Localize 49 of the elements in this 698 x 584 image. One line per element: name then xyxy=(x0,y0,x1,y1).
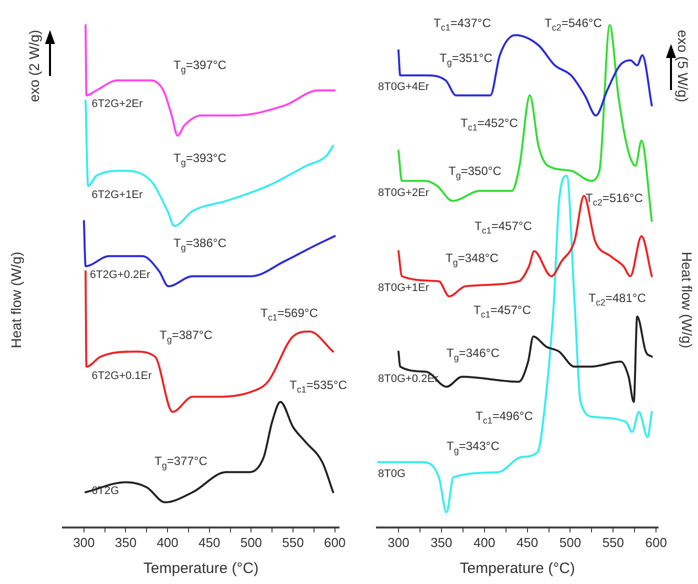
series-label: 6T2G+0.2Er xyxy=(90,268,150,282)
series-label: 6T2G+0.1Er xyxy=(92,368,152,383)
x-tick-label: 400 xyxy=(156,534,178,550)
series-label: 8T0G xyxy=(378,467,406,482)
annotation: T$_{c1}$=535°C xyxy=(290,378,347,396)
annotation: T$_{c1}$=457°C xyxy=(474,303,531,322)
annotation: T$_{g}$=387°C xyxy=(160,328,212,346)
text: exo (5 W/g) xyxy=(675,30,692,102)
annotation: T$_{g}$=351°C xyxy=(440,51,492,70)
x-axis-title: Temperature (°C) xyxy=(460,560,576,578)
annotation: T$_{g}$=393°C xyxy=(174,151,226,170)
series-label: 8T0G+4Er xyxy=(378,80,430,94)
annotation: T$_{g}$=397°C xyxy=(174,58,226,76)
x-tick-label: 500 xyxy=(240,534,262,550)
annotation: T$_{g}$=343°C xyxy=(446,439,500,458)
x-tick-label: 400 xyxy=(473,534,496,550)
y-axis-title: Heat flow (W/g) xyxy=(679,252,696,348)
annotation: T$_{c2}$=516°C xyxy=(586,191,643,210)
series-label: 6T2G+1Er xyxy=(92,188,143,202)
x-tick-label: 300 xyxy=(388,534,410,550)
text: exo (2 W/g) xyxy=(26,30,42,102)
annotation: T$_{c2}$=481°C xyxy=(588,291,646,310)
annotation: T$_{c1}$=452°C xyxy=(460,116,518,134)
x-tick-label: 450 xyxy=(516,534,538,550)
annotation: T$_{g}$=386°C xyxy=(174,236,226,254)
x-tick-label: 300 xyxy=(73,534,95,550)
x-tick-label: 350 xyxy=(114,534,137,550)
x-axis-title: Temperature (°C) xyxy=(143,560,259,578)
x-tick-label: 600 xyxy=(324,534,346,550)
annotation: T$_{c1}$=457°C xyxy=(474,219,532,238)
annotation: T$_{g}$=348°C xyxy=(446,251,498,270)
annotation: T$_{g}$=346°C xyxy=(446,346,500,364)
x-tick-label: 550 xyxy=(282,534,304,550)
series-label: 8T0G+1Er xyxy=(378,281,430,296)
series-label: 6T2G xyxy=(92,484,120,498)
series-label: 8T0G+2Er xyxy=(378,186,430,200)
annotation: T$_{c1}$=437°C xyxy=(434,16,491,34)
x-tick-label: 450 xyxy=(198,534,220,550)
series-label: 6T2G+2Er xyxy=(92,97,143,112)
annotation: T$_{c1}$=496°C xyxy=(476,409,533,428)
annotation: T$_{c2}$=546°C xyxy=(544,16,602,34)
annotation: T$_{g}$=377°C xyxy=(154,454,208,472)
annotation: T$_{c1}$=569°C xyxy=(260,306,318,324)
x-tick-label: 600 xyxy=(645,534,667,550)
x-tick-label: 350 xyxy=(430,534,452,550)
y-axis-title: Heat flow (W/g) xyxy=(8,252,24,348)
annotation: T$_{g}$=350°C xyxy=(448,164,502,182)
x-tick-label: 500 xyxy=(559,534,582,550)
x-tick-label: 550 xyxy=(602,534,624,550)
